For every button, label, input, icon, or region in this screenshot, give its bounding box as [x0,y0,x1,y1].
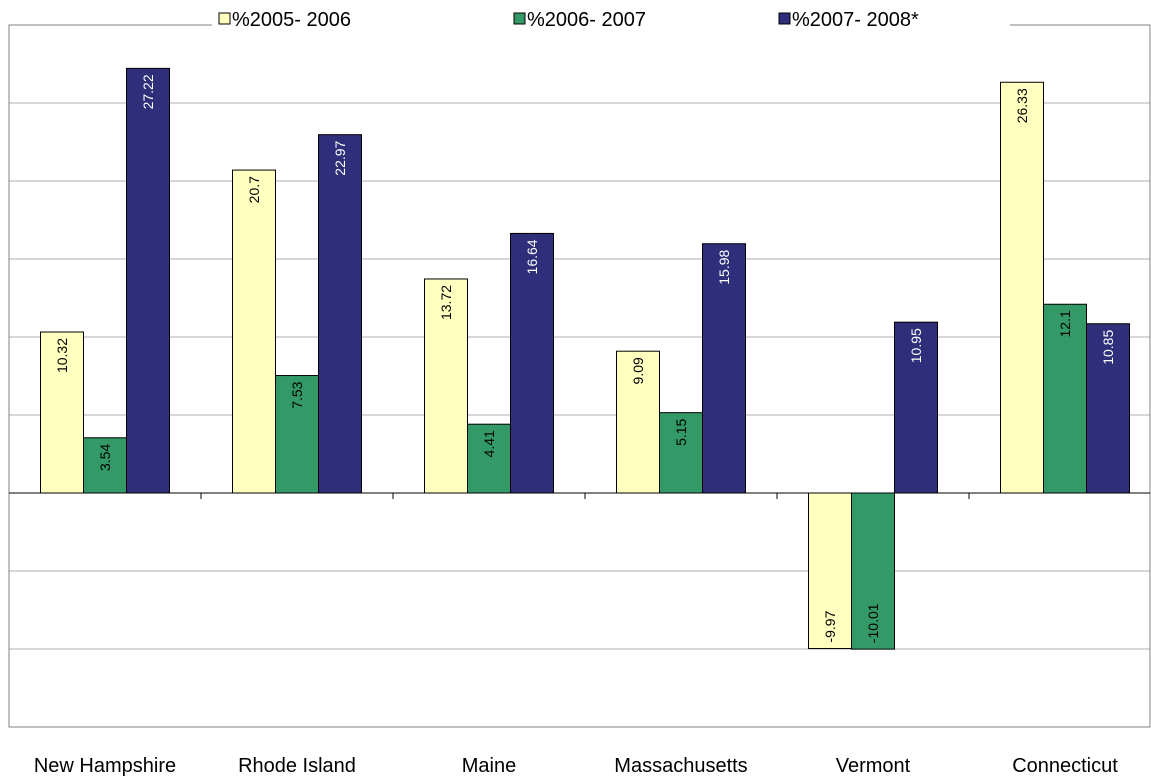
legend-label: %2005- 2006 [232,9,351,31]
data-label: 10.95 [908,328,924,363]
x-tick-label: Maine [462,755,516,776]
data-label: 5.15 [673,418,689,445]
data-label: 27.22 [140,74,156,109]
bar [126,67,170,494]
data-label: 12.1 [1057,310,1073,337]
data-label: 3.54 [97,444,113,471]
legend-swatch [778,12,791,25]
legend-swatch [513,12,526,25]
legend-label: %2006- 2007 [527,9,646,31]
bar [894,321,938,494]
bar [318,134,362,494]
bar [40,331,84,494]
data-label: 16.64 [524,239,540,274]
plot-frame [8,24,1151,728]
bar [1043,303,1087,494]
bar [510,232,554,494]
bar [616,350,660,494]
bar [83,437,127,494]
bar [1000,81,1044,494]
bar [1086,323,1130,494]
data-label: -9.97 [822,610,838,642]
data-label: 13.72 [438,285,454,320]
bar [808,492,852,650]
bar [659,412,703,494]
legend-box [212,5,1010,37]
bar [232,169,276,494]
bar [275,375,319,494]
bar [424,278,468,494]
bar [702,243,746,494]
x-tick-label: Rhode Island [238,755,356,776]
data-label: 20.7 [246,176,262,203]
data-label: 7.53 [289,381,305,408]
data-label: 10.32 [54,338,70,373]
data-label: 15.98 [716,250,732,285]
data-label: 9.09 [630,357,646,384]
legend-swatch [218,12,231,25]
legend-label: %2007- 2008* [792,9,919,31]
data-label: -10.01 [865,603,881,643]
data-label: 26.33 [1014,88,1030,123]
bar [851,492,895,650]
bar [467,423,511,494]
x-tick-label: Massachusetts [614,755,747,776]
x-tick-label: New Hampshire [34,755,176,776]
x-tick-label: Vermont [836,755,911,776]
data-label: 10.85 [1100,330,1116,365]
x-tick-label: Connecticut [1012,755,1118,776]
data-label: 4.41 [481,430,497,457]
data-label: 22.97 [332,140,348,175]
